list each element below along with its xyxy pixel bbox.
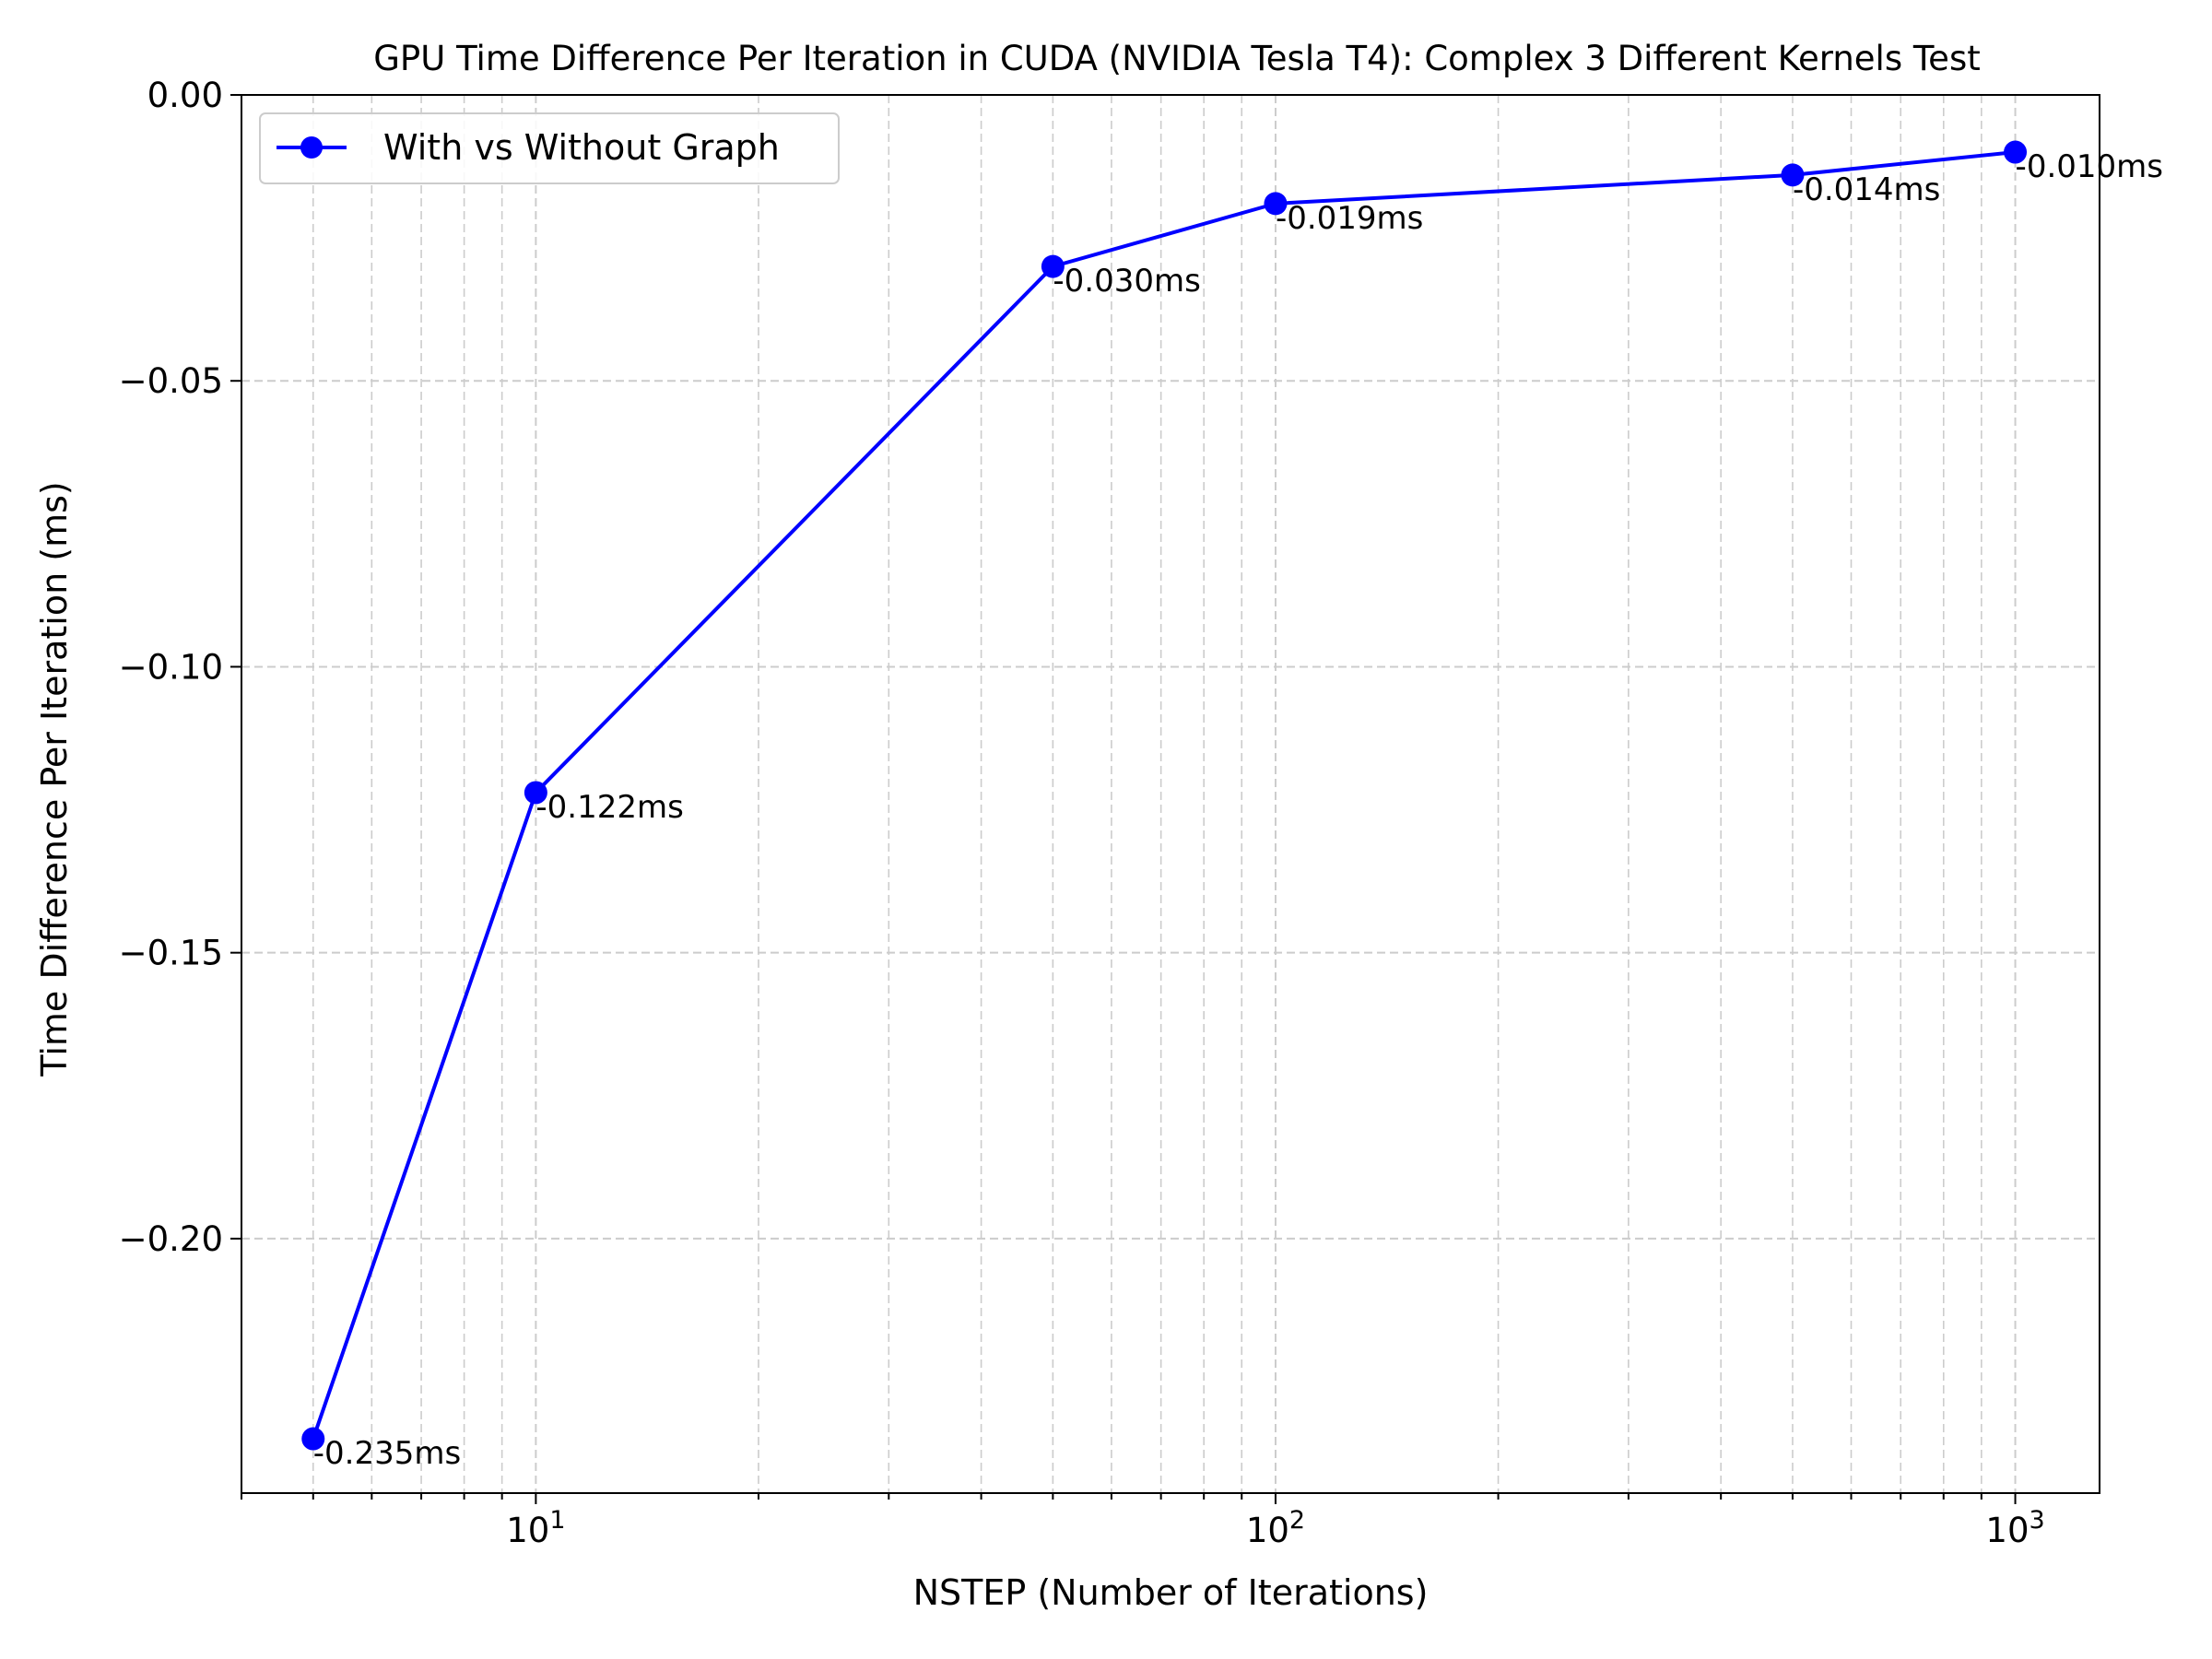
- legend-box: [259, 112, 840, 184]
- x-tick-label: 102: [1246, 1506, 1305, 1550]
- data-point-label: -0.010ms: [2016, 148, 2163, 185]
- y-tick-label: −0.15: [119, 934, 223, 973]
- data-point-marker: [2004, 140, 2028, 164]
- x-tick-label: 103: [1985, 1506, 2044, 1550]
- axis-ticks: 101 102 103 0.00 −0.05 −0.10 −0.15 −0.20: [119, 76, 2045, 1550]
- data-point-marker: [1264, 192, 1288, 216]
- data-point-label: -0.235ms: [313, 1435, 461, 1472]
- chart-title: GPU Time Difference Per Iteration in CUD…: [373, 39, 1980, 78]
- y-tick-label: −0.05: [119, 361, 223, 401]
- data-point-label: -0.019ms: [1276, 200, 1423, 237]
- y-tick-label: −0.10: [119, 647, 223, 687]
- data-markers: [301, 140, 2028, 1451]
- grid-lines: [241, 94, 2100, 1493]
- legend-series-label: With vs Without Graph: [383, 127, 780, 168]
- series-line: [311, 150, 2016, 1440]
- y-tick-label: 0.00: [147, 76, 223, 115]
- data-labels: -0.235ms -0.122ms -0.030ms -0.019ms -0.014ms…: [313, 148, 2163, 1472]
- x-tick-label: 101: [506, 1506, 565, 1550]
- y-axis-label: Time Difference Per Iteration (ms): [34, 481, 75, 1077]
- series-line-layer: [311, 150, 2016, 1440]
- data-point-marker: [524, 781, 547, 805]
- data-point-label: -0.122ms: [535, 789, 683, 826]
- x-axis-label: NSTEP (Number of Iterations): [913, 1572, 1429, 1613]
- data-point-label: -0.014ms: [1793, 171, 1940, 208]
- legend-series-marker: [300, 136, 323, 159]
- y-tick-label: −0.20: [119, 1219, 223, 1259]
- data-point-marker: [301, 1427, 325, 1451]
- legend: With vs Without Graph: [259, 112, 840, 184]
- data-point-marker: [1041, 254, 1065, 278]
- data-point-marker: [1781, 163, 1805, 187]
- data-point-label: -0.030ms: [1053, 263, 1200, 300]
- plot-frame: [241, 94, 2100, 1494]
